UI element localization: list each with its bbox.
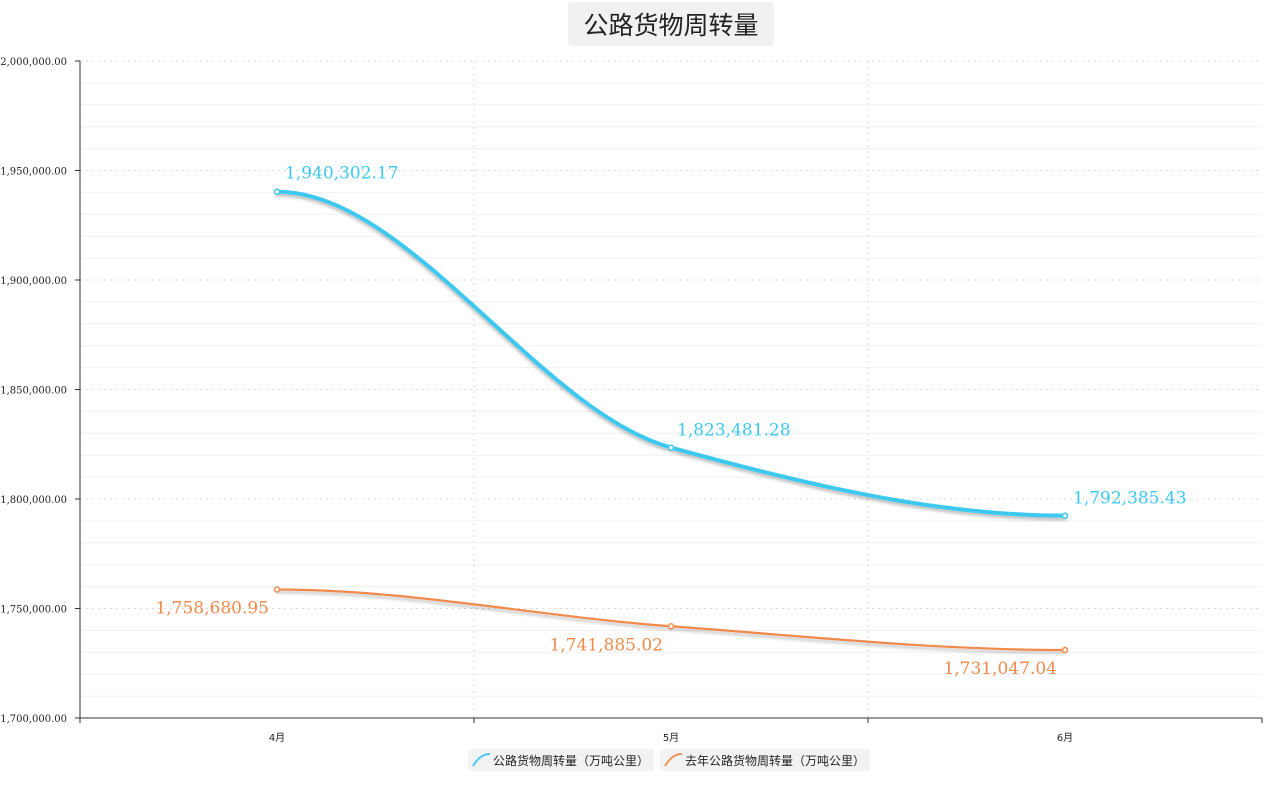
series-lines: [273, 188, 1069, 654]
x-tick-label: 5月: [663, 732, 679, 744]
data-point[interactable]: [273, 586, 281, 593]
x-tick-label: 6月: [1057, 732, 1073, 744]
chart-title: 公路货物周转量: [568, 2, 774, 46]
y-tick-label: 1,800,000.00: [0, 495, 67, 506]
data-label: 1,823,481.28: [677, 421, 791, 441]
series-line-2[interactable]: [275, 588, 1067, 652]
y-tick-label: 1,700,000.00: [0, 714, 67, 725]
axes: 1,700,000.00 1,750,000.00 1,800,000.00 1,85…: [0, 57, 1263, 744]
data-label: 1,792,385.43: [1073, 489, 1187, 509]
grid-lines: [80, 60, 1262, 718]
legend-item-1[interactable]: 公路货物周转量（万吨公里）: [468, 749, 654, 771]
data-point[interactable]: [1061, 646, 1069, 654]
y-tick-label: 2,000,000.00: [0, 57, 67, 68]
series-line-1[interactable]: [275, 189, 1067, 518]
data-label: 1,940,302.17: [285, 164, 399, 184]
y-tick-label: 1,950,000.00: [0, 167, 67, 178]
data-point[interactable]: [1061, 512, 1069, 519]
legend-line-icon: [664, 753, 683, 767]
data-labels: 1,940,302.17 1,823,481.28 1,792,385.43 1,75…: [155, 164, 1186, 679]
legend[interactable]: 公路货物周转量（万吨公里） 去年公路货物周转量（万吨公里）: [468, 749, 870, 771]
x-tick-label: 4月: [269, 732, 285, 744]
y-tick-label: 1,750,000.00: [0, 605, 67, 616]
data-label: 1,758,680.95: [155, 598, 269, 618]
data-point[interactable]: [273, 188, 281, 195]
data-label: 1,741,885.02: [549, 635, 663, 655]
data-point[interactable]: [667, 623, 675, 630]
data-label: 1,731,047.04: [943, 659, 1057, 679]
legend-line-icon: [472, 753, 491, 767]
legend-item-background: [468, 749, 654, 771]
y-tick-label: 1,900,000.00: [0, 276, 67, 287]
y-tick-label: 1,850,000.00: [0, 386, 67, 397]
legend-label: 去年公路货物周转量（万吨公里）: [685, 753, 865, 768]
legend-label: 公路货物周转量（万吨公里）: [493, 753, 649, 768]
legend-item-2[interactable]: 去年公路货物周转量（万吨公里）: [660, 749, 870, 771]
data-point[interactable]: [667, 444, 675, 451]
legend-item-background: [660, 749, 870, 771]
